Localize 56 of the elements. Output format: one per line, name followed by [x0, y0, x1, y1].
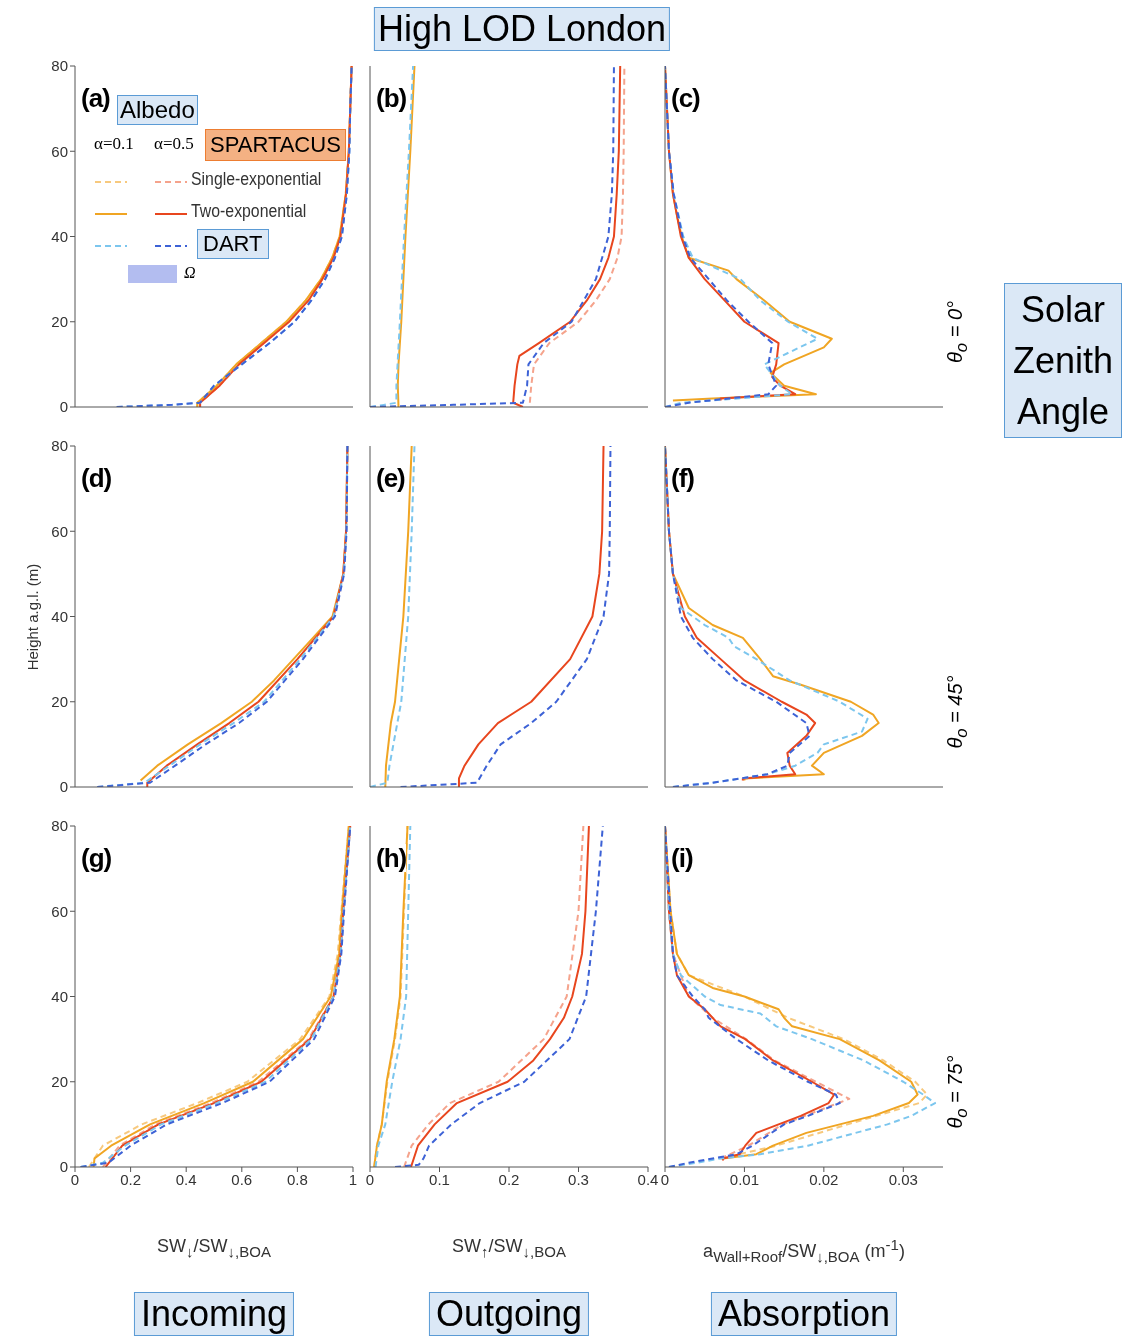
text: Outgoing: [428, 1292, 590, 1336]
annotation: (c): [671, 83, 700, 113]
y-tick-label: 40: [51, 227, 68, 245]
x-tick-label: 0.4: [637, 1170, 659, 1188]
annotation: (h): [376, 843, 407, 873]
x-axis-title: SW$_{↑}$/SW$_{↓,BOA}$: [452, 1236, 566, 1260]
y-tick-label: 60: [51, 902, 68, 920]
text: Solar Zenith Angle: [1004, 283, 1122, 438]
annotation: (i): [671, 843, 693, 873]
x-tick-label: 0: [365, 1170, 375, 1188]
chart-title: High LOD London: [373, 7, 671, 51]
y-tick-label: 40: [51, 987, 68, 1005]
text: Incoming: [133, 1292, 295, 1336]
legend-title: Albedo: [117, 95, 198, 125]
y-tick-label: 60: [51, 142, 68, 160]
x-tick-label: 0.03: [888, 1170, 918, 1188]
x-tick-label: 0.1: [429, 1170, 450, 1188]
x-tick-label: 0.02: [809, 1170, 839, 1188]
x-axis-title: SW$_{↓}$/SW$_{↓,BOA}$: [157, 1236, 271, 1260]
y-tick-label: 80: [51, 437, 68, 455]
legend-label: Two-exponential: [191, 201, 307, 222]
legend-label: Single-exponential: [191, 169, 322, 190]
x-tick-label: 0.4: [175, 1170, 197, 1188]
annotation: (a): [81, 83, 110, 113]
y-tick-label: 0: [59, 778, 68, 796]
x-tick-label: 0.2: [498, 1170, 520, 1188]
x-tick-label: 0.2: [120, 1170, 142, 1188]
annotation: (d): [81, 463, 112, 493]
x-tick-label: 0.8: [286, 1170, 308, 1188]
y-tick-label: 80: [51, 817, 68, 835]
y-tick-label: 80: [51, 57, 68, 75]
annotation: (f): [671, 463, 694, 493]
annotation: (e): [376, 463, 405, 493]
y-tick-label: 0: [59, 1158, 68, 1176]
y-tick-label: 0: [59, 398, 68, 416]
y-tick-label: 60: [51, 522, 68, 540]
annotation: α=0.1: [94, 134, 134, 154]
annotation: (g): [81, 843, 112, 873]
x-tick-label: 0: [660, 1170, 670, 1188]
y-tick-label: 20: [51, 313, 68, 331]
legend-label: DART: [197, 229, 269, 259]
x-tick-label: 0.3: [568, 1170, 589, 1188]
x-tick-label: 0.6: [231, 1170, 253, 1188]
y-tick-label: 20: [51, 1073, 68, 1091]
x-tick-label: 0.01: [729, 1170, 760, 1188]
text: Absorption: [710, 1292, 898, 1336]
x-tick-label: 1: [348, 1170, 358, 1188]
annotation: Ω: [184, 264, 196, 282]
x-tick-label: 0: [70, 1170, 80, 1188]
x-axis-title: a$_{Wall+Roof}$/SW$_{↓,BOA}$ (m$^{-1}$): [703, 1236, 905, 1265]
annotation: α=0.5: [154, 134, 194, 154]
annotation: (b): [376, 83, 407, 113]
y-tick-label: 40: [51, 607, 68, 625]
annotation: SPARTACUS: [205, 129, 346, 161]
y-tick-label: 20: [51, 693, 68, 711]
y-axis-title: Height a.g.l. (m): [23, 563, 41, 670]
